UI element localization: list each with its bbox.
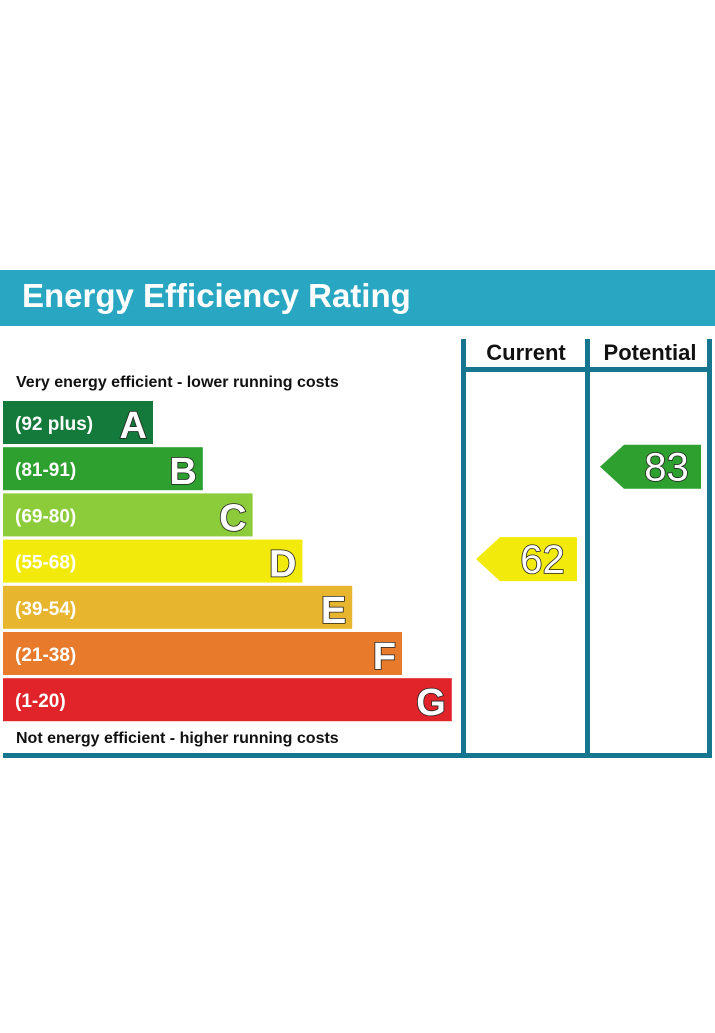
title-bar [0,270,715,326]
column-header-current: Current [486,340,566,365]
band-range-label: (1-20) [15,691,66,712]
current-rating-arrow [476,537,577,582]
band-letter: D [269,544,296,586]
band-letter: A [120,405,147,447]
band-range-label: (21-38) [15,645,76,666]
band-range-label: (39-54) [15,599,76,620]
band-letter: B [169,451,196,493]
frame-header-rule [461,367,712,372]
band-c [3,493,253,537]
column-header-potential: Potential [604,340,697,365]
band-range-label: (92 plus) [15,414,93,435]
frame-left-current [461,339,466,757]
band-range-label: (55-68) [15,553,76,574]
current-rating-value: 62 [520,538,565,582]
band-d [3,539,303,583]
band-range-label: (69-80) [15,506,76,527]
top-note: Very energy efficient - lower running co… [16,374,339,391]
rating-bands: (92 plus) A (81-91) B (69-80) C (55-68) D (39-54… [3,401,452,725]
bottom-note: Not energy efficient - higher running co… [16,730,339,747]
band-range-label: (81-91) [15,460,76,481]
band-letter: C [219,497,246,539]
band-letter: G [416,682,446,724]
potential-rating-value: 83 [644,446,689,490]
band-g [3,678,452,722]
band-f [3,632,402,675]
band-e [3,585,353,629]
band-letter: F [373,636,396,678]
band-b [3,447,203,491]
rating-arrows: 62 83 [476,444,701,583]
frame-right-potential [707,339,712,757]
frame-divider [585,339,590,757]
potential-rating-arrow [600,444,701,489]
frame-bottom-rule [3,753,712,758]
chart-title: Energy Efficiency Rating [22,277,411,314]
band-a [3,401,153,444]
band-letter: E [321,590,346,632]
